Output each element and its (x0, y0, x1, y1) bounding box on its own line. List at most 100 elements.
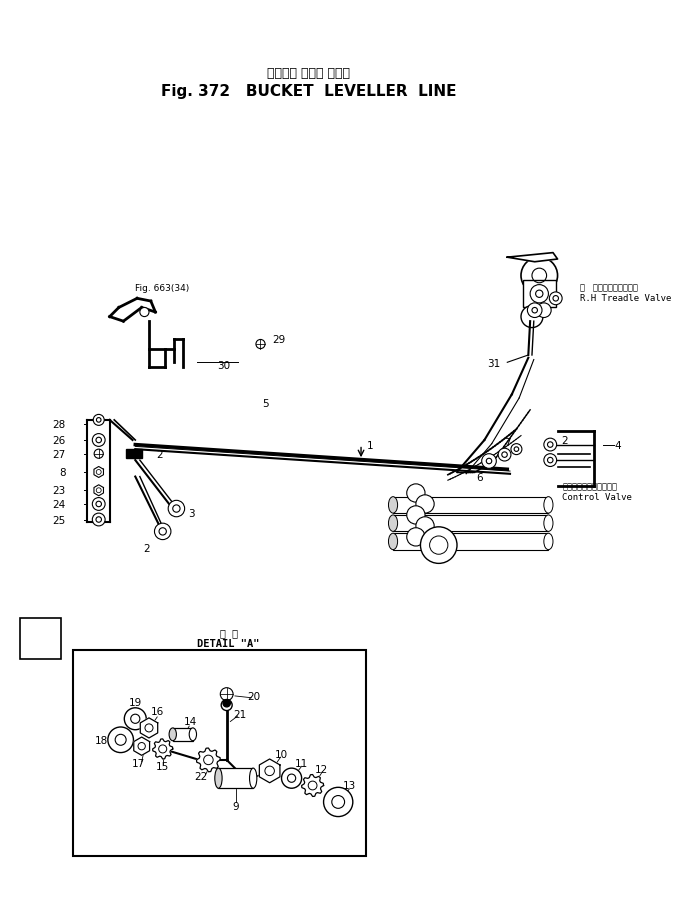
Ellipse shape (189, 728, 197, 741)
Ellipse shape (544, 497, 553, 513)
Text: Control Valve: Control Valve (562, 492, 632, 502)
Circle shape (550, 292, 562, 306)
Circle shape (482, 455, 496, 469)
Polygon shape (141, 718, 158, 738)
Text: R.H Treadle Valve: R.H Treadle Valve (581, 293, 672, 302)
Circle shape (108, 727, 133, 753)
Circle shape (93, 415, 104, 426)
Circle shape (420, 528, 457, 564)
Text: Fig. 663(34): Fig. 663(34) (135, 283, 189, 292)
Text: Fig. 372   BUCKET  LEVELLER  LINE: Fig. 372 BUCKET LEVELLER LINE (161, 84, 457, 99)
Text: 19: 19 (128, 697, 142, 707)
Circle shape (544, 455, 556, 467)
Bar (393, 515, 548, 532)
Text: 30: 30 (218, 361, 231, 371)
Circle shape (324, 787, 353, 816)
Text: 20: 20 (247, 691, 261, 701)
Polygon shape (94, 467, 103, 478)
Text: 11: 11 (295, 758, 308, 768)
Text: 6: 6 (477, 472, 483, 482)
Circle shape (221, 700, 232, 711)
Text: 15: 15 (156, 761, 169, 771)
Text: 17: 17 (132, 758, 145, 768)
Text: 9: 9 (233, 801, 239, 811)
Text: 4: 4 (614, 440, 621, 450)
Circle shape (537, 304, 551, 318)
Text: 12: 12 (315, 764, 329, 774)
Polygon shape (260, 759, 280, 783)
Text: 28: 28 (53, 419, 66, 429)
Circle shape (256, 340, 265, 349)
Bar (73, 650, 366, 856)
Polygon shape (197, 748, 220, 772)
Circle shape (511, 444, 522, 456)
Bar (393, 497, 548, 513)
Text: 14: 14 (183, 716, 197, 726)
Circle shape (93, 498, 105, 511)
Circle shape (140, 308, 149, 318)
Circle shape (416, 495, 434, 513)
Ellipse shape (544, 534, 553, 550)
Text: 2: 2 (157, 449, 164, 459)
Circle shape (498, 448, 511, 462)
Polygon shape (134, 737, 149, 756)
Bar (173, 728, 193, 741)
Polygon shape (507, 253, 558, 262)
Circle shape (93, 513, 105, 527)
Circle shape (407, 506, 425, 524)
Circle shape (281, 769, 301, 788)
Circle shape (220, 688, 233, 701)
Circle shape (93, 434, 105, 446)
Text: 右   トレドル･バルブ: 右 トレドル･バルブ (581, 282, 638, 291)
Text: 10: 10 (275, 749, 288, 759)
Text: げ  部: げ 部 (220, 627, 237, 637)
Text: 29: 29 (272, 335, 285, 345)
Circle shape (521, 307, 543, 328)
Polygon shape (153, 739, 173, 759)
Circle shape (530, 285, 548, 304)
Text: A: A (131, 450, 138, 459)
Circle shape (168, 501, 185, 517)
Text: 24: 24 (53, 500, 66, 510)
Text: 25: 25 (53, 515, 66, 525)
Text: 2: 2 (143, 543, 149, 553)
Circle shape (521, 258, 558, 294)
Text: 16: 16 (151, 706, 164, 717)
Circle shape (223, 700, 231, 707)
Text: 22: 22 (195, 771, 208, 781)
Text: 21: 21 (233, 709, 246, 720)
Circle shape (124, 708, 146, 730)
Text: 26: 26 (53, 436, 66, 446)
Bar (393, 534, 548, 550)
Text: 23: 23 (53, 485, 66, 496)
Bar (523, 281, 556, 308)
Text: 5: 5 (262, 399, 268, 409)
Circle shape (407, 529, 425, 547)
Bar (218, 769, 254, 788)
Ellipse shape (215, 769, 222, 788)
Circle shape (527, 304, 542, 318)
Ellipse shape (169, 728, 176, 741)
Ellipse shape (389, 497, 397, 513)
Circle shape (155, 523, 171, 540)
Text: 8: 8 (59, 467, 66, 477)
Text: 27: 27 (53, 449, 66, 459)
Text: 2: 2 (562, 436, 569, 446)
Text: 3: 3 (189, 509, 195, 519)
Polygon shape (94, 485, 103, 496)
Text: 前力: 前力 (32, 637, 41, 646)
Text: 13: 13 (343, 780, 356, 791)
Text: DETAIL "A": DETAIL "A" (197, 639, 260, 649)
Text: 7: 7 (504, 437, 510, 447)
Polygon shape (301, 775, 324, 796)
Circle shape (544, 438, 556, 452)
Polygon shape (126, 449, 142, 459)
Circle shape (94, 449, 103, 459)
Circle shape (416, 517, 434, 536)
Bar (20, 619, 62, 659)
Ellipse shape (389, 534, 397, 550)
Circle shape (407, 484, 425, 502)
Text: 18: 18 (95, 735, 108, 745)
Ellipse shape (544, 515, 553, 532)
Ellipse shape (389, 515, 397, 532)
